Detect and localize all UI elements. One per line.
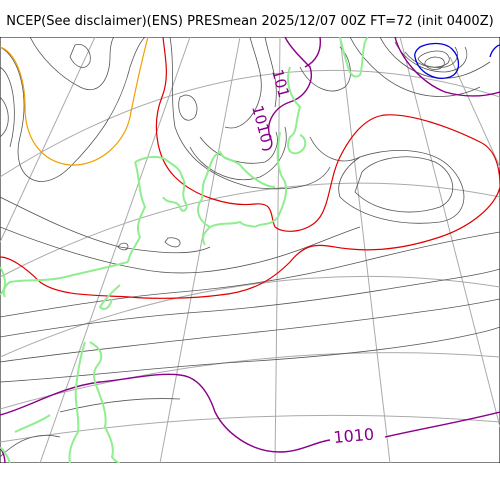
coastline bbox=[0, 36, 369, 464]
latitude-line bbox=[0, 414, 500, 443]
isobars-thin bbox=[0, 36, 500, 458]
isobar bbox=[0, 96, 9, 138]
coastline-segment bbox=[0, 266, 6, 296]
coastline-segment bbox=[0, 446, 11, 464]
isobar bbox=[264, 36, 277, 108]
isobar bbox=[0, 268, 500, 338]
isobar-red bbox=[0, 36, 500, 299]
isobar bbox=[0, 36, 146, 182]
isobar bbox=[0, 326, 500, 383]
isobar-blue bbox=[414, 42, 500, 79]
coastline-segment bbox=[14, 414, 51, 433]
isobar bbox=[417, 50, 450, 68]
coastline-segment bbox=[127, 161, 147, 263]
isobar-1010-lower-b bbox=[384, 411, 500, 438]
isobar bbox=[338, 150, 465, 224]
coastline-segment bbox=[199, 150, 276, 203]
isobar bbox=[189, 126, 287, 181]
isobar bbox=[0, 66, 15, 148]
isobar bbox=[164, 237, 181, 248]
isobar bbox=[199, 131, 278, 164]
isobar bbox=[59, 398, 181, 413]
isobar bbox=[394, 41, 468, 73]
isobar bbox=[0, 298, 500, 363]
isobar-1010-lower bbox=[0, 373, 331, 453]
isobar bbox=[0, 196, 211, 254]
coastline-segment bbox=[68, 341, 86, 464]
coastline-segment bbox=[89, 341, 121, 464]
isobar-purple bbox=[0, 36, 500, 464]
coastline-segment bbox=[197, 201, 256, 229]
isobar bbox=[354, 156, 454, 213]
coastline-segment bbox=[134, 155, 188, 212]
map-svg: 101 1010 1010 bbox=[0, 36, 500, 464]
latitude-line bbox=[0, 275, 500, 358]
coastline-segment bbox=[287, 66, 307, 155]
isobar bbox=[117, 242, 129, 251]
longitude-line bbox=[0, 36, 96, 243]
map-title: NCEP(See disclaimer)(ENS) PRESmean 2025/… bbox=[6, 14, 494, 29]
latitude-line bbox=[0, 182, 500, 278]
isobar bbox=[169, 36, 331, 190]
coastline-segment bbox=[254, 131, 288, 228]
longitude-line bbox=[39, 36, 191, 464]
isobar-1010-upper-b bbox=[304, 36, 322, 68]
isobar bbox=[0, 231, 500, 318]
coastline-segment bbox=[98, 284, 121, 310]
isobar-low bbox=[414, 42, 460, 79]
latitude-line bbox=[0, 352, 500, 410]
isobar bbox=[309, 136, 361, 162]
isobar bbox=[0, 36, 149, 166]
isobar bbox=[69, 44, 91, 68]
isobar-low-edge bbox=[489, 44, 500, 58]
isobar bbox=[0, 434, 61, 458]
coastline-segment bbox=[339, 36, 369, 78]
isobar bbox=[424, 56, 445, 70]
isobar bbox=[404, 46, 458, 68]
isobar bbox=[0, 226, 361, 274]
contour-label-lower: 1010 bbox=[333, 425, 375, 447]
coastline-segment bbox=[201, 226, 211, 246]
isobar-1010-upper bbox=[261, 36, 312, 151]
graticule bbox=[0, 36, 500, 464]
longitude-line bbox=[159, 36, 241, 464]
longitude-line bbox=[449, 56, 500, 168]
isobar-1020 bbox=[0, 36, 500, 299]
isobar-orange bbox=[0, 36, 149, 166]
isobar bbox=[29, 36, 116, 90]
isobar bbox=[379, 36, 491, 79]
map-border bbox=[0, 36, 500, 464]
isobar bbox=[224, 36, 262, 129]
longitude-line bbox=[399, 36, 500, 428]
pressure-map: 101 1010 1010 bbox=[0, 36, 500, 464]
isobar-1010-east bbox=[394, 36, 500, 97]
latitude-line bbox=[0, 69, 500, 178]
isobar bbox=[178, 94, 198, 121]
